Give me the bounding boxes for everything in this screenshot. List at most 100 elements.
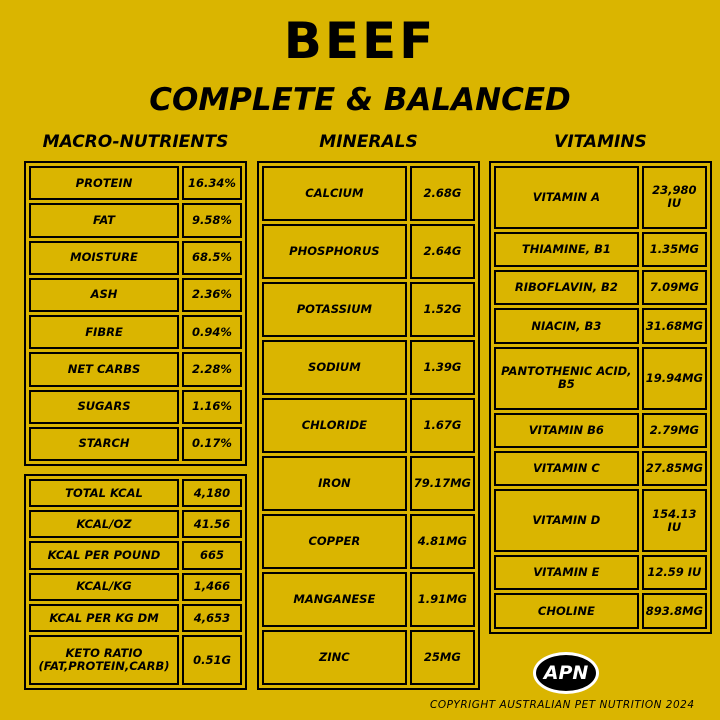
nutrient-name: RIBOFLAVIN, B2 xyxy=(494,270,639,306)
nutrient-value: 2.79MG xyxy=(641,412,707,448)
nutrient-value: 0.94% xyxy=(182,315,242,350)
nutrient-name: COPPER xyxy=(262,514,407,569)
nutrient-name: KCAL/KG xyxy=(29,572,179,601)
table-body: TOTAL KCAL 4,180 KCAL/OZ 41.56 KCAL PER POUN… xyxy=(29,479,242,685)
table-row: IRON 79.17MG xyxy=(262,456,475,511)
subtitle: COMPLETE & BALANCED xyxy=(149,82,571,118)
nutrient-value: 2.68G xyxy=(409,166,475,221)
table-row: VITAMIN D 154.13 IU xyxy=(494,489,707,552)
table-row: CHOLINE 893.8MG xyxy=(494,593,707,629)
nutrient-value: 1,466 xyxy=(182,572,242,601)
nutrient-value: 665 xyxy=(182,541,242,570)
table-row: SODIUM 1.39G xyxy=(262,340,475,395)
nutrient-value: 16.34% xyxy=(182,166,242,201)
nutrient-name: ASH xyxy=(29,277,179,312)
nutrient-name: NET CARBS xyxy=(29,352,179,387)
table-row: KCAL PER POUND 665 xyxy=(29,541,242,570)
nutrient-value: 9.58% xyxy=(182,203,242,238)
table-row: NET CARBS 2.28% xyxy=(29,352,242,387)
table-row: ASH 2.36% xyxy=(29,277,242,312)
nutrient-value: 27.85MG xyxy=(641,450,707,487)
nutrient-name: CHLORIDE xyxy=(262,398,407,453)
nutrient-value: 2.28% xyxy=(182,352,242,387)
table-row: COPPER 4.81MG xyxy=(262,514,475,569)
nutrient-value: 1.39G xyxy=(409,340,475,395)
table-row: CALCIUM 2.68G xyxy=(262,166,475,221)
table-row: CHLORIDE 1.67G xyxy=(262,398,475,453)
table-row: SUGARS 1.16% xyxy=(29,389,242,424)
table-row: ZINC 25MG xyxy=(262,630,475,685)
nutrient-value: 23,980 IU xyxy=(641,166,707,229)
table-row: VITAMIN E 12.59 IU xyxy=(494,555,707,591)
nutrient-name: KETO RATIO (FAT,PROTEIN,CARB) xyxy=(29,635,179,685)
nutrient-name: FAT xyxy=(29,203,179,238)
nutrient-name: THIAMINE, B1 xyxy=(494,231,639,268)
table-row: KETO RATIO (FAT,PROTEIN,CARB) 0.51G xyxy=(29,635,242,685)
table-body: PROTEIN 16.34% FAT 9.58% MOISTURE 68.5% ASH 2.3… xyxy=(29,166,242,461)
nutrient-name: VITAMIN B6 xyxy=(494,412,639,448)
table-row: POTASSIUM 1.52G xyxy=(262,282,475,337)
logo: APN xyxy=(533,652,599,694)
nutrient-value: 0.17% xyxy=(182,426,242,461)
nutrient-value: 12.59 IU xyxy=(641,555,707,591)
section-heading: MINERALS xyxy=(319,132,418,152)
nutrient-name: VITAMIN C xyxy=(494,450,639,487)
nutrient-value: 31.68MG xyxy=(641,308,707,344)
nutrient-value: 1.67G xyxy=(409,398,475,453)
nutrient-name: PANTOTHENIC ACID, B5 xyxy=(494,346,639,410)
nutrient-value: 1.52G xyxy=(409,282,475,337)
table-row: MOISTURE 68.5% xyxy=(29,240,242,275)
nutrient-name: NIACIN, B3 xyxy=(494,308,639,344)
table-row: THIAMINE, B1 1.35MG xyxy=(494,231,707,268)
nutrient-value: 41.56 xyxy=(182,510,242,539)
table-row: KCAL PER KG DM 4,653 xyxy=(29,603,242,633)
nutrient-value: 68.5% xyxy=(182,240,242,275)
table-row: KCAL/OZ 41.56 xyxy=(29,510,242,539)
nutrient-table: PROTEIN 16.34% FAT 9.58% MOISTURE 68.5% ASH 2.3… xyxy=(24,161,247,466)
nutrient-value: 7.09MG xyxy=(641,270,707,306)
nutrient-value: 2.36% xyxy=(182,277,242,312)
nutrient-name: KCAL PER POUND xyxy=(29,541,179,570)
table-row: FIBRE 0.94% xyxy=(29,315,242,350)
nutrient-name: STARCH xyxy=(29,426,179,461)
nutrient-value: 25MG xyxy=(409,630,475,685)
nutrient-table: CALCIUM 2.68G PHOSPHORUS 2.64G POTASSIUM 1.52… xyxy=(257,161,480,690)
table-row: PANTOTHENIC ACID, B5 19.94MG xyxy=(494,346,707,410)
table-row: VITAMIN C 27.85MG xyxy=(494,450,707,487)
nutrient-name: MANGANESE xyxy=(262,572,407,627)
nutrient-name: SODIUM xyxy=(262,340,407,395)
table-row: MANGANESE 1.91MG xyxy=(262,572,475,627)
nutrient-value: 1.35MG xyxy=(641,231,707,268)
nutrient-name: TOTAL KCAL xyxy=(29,479,179,508)
nutrient-name: KCAL PER KG DM xyxy=(29,603,179,633)
table-row: PHOSPHORUS 2.64G xyxy=(262,224,475,279)
title: BEEF xyxy=(283,12,437,70)
nutrient-value: 154.13 IU xyxy=(641,489,707,552)
table-body: CALCIUM 2.68G PHOSPHORUS 2.64G POTASSIUM 1.52… xyxy=(262,166,475,685)
nutrient-value: 893.8MG xyxy=(641,593,707,629)
table-body: VITAMIN A 23,980 IU THIAMINE, B1 1.35MG RIBO… xyxy=(494,166,707,629)
nutrient-name: CHOLINE xyxy=(494,593,639,629)
nutrient-name: MOISTURE xyxy=(29,240,179,275)
nutrient-name: KCAL/OZ xyxy=(29,510,179,539)
nutrient-name: VITAMIN A xyxy=(494,166,639,229)
table-row: STARCH 0.17% xyxy=(29,426,242,461)
nutrient-name: PROTEIN xyxy=(29,166,179,201)
nutrient-table: VITAMIN A 23,980 IU THIAMINE, B1 1.35MG RIBO… xyxy=(489,161,712,634)
nutrient-value: 4,180 xyxy=(182,479,242,508)
table-row: VITAMIN B6 2.79MG xyxy=(494,412,707,448)
nutrient-name: VITAMIN D xyxy=(494,489,639,552)
nutrient-name: ZINC xyxy=(262,630,407,685)
nutrient-value: 79.17MG xyxy=(409,456,475,511)
nutrient-value: 1.16% xyxy=(182,389,242,424)
nutrient-value: 19.94MG xyxy=(641,346,707,410)
table-row: NIACIN, B3 31.68MG xyxy=(494,308,707,344)
nutrient-value: 4,653 xyxy=(182,603,242,633)
nutrient-name: FIBRE xyxy=(29,315,179,350)
nutrient-value: 0.51G xyxy=(182,635,242,685)
nutrient-value: 4.81MG xyxy=(409,514,475,569)
nutrient-name: POTASSIUM xyxy=(262,282,407,337)
nutrient-name: SUGARS xyxy=(29,389,179,424)
table-row: PROTEIN 16.34% xyxy=(29,166,242,201)
nutrient-name: VITAMIN E xyxy=(494,555,639,591)
